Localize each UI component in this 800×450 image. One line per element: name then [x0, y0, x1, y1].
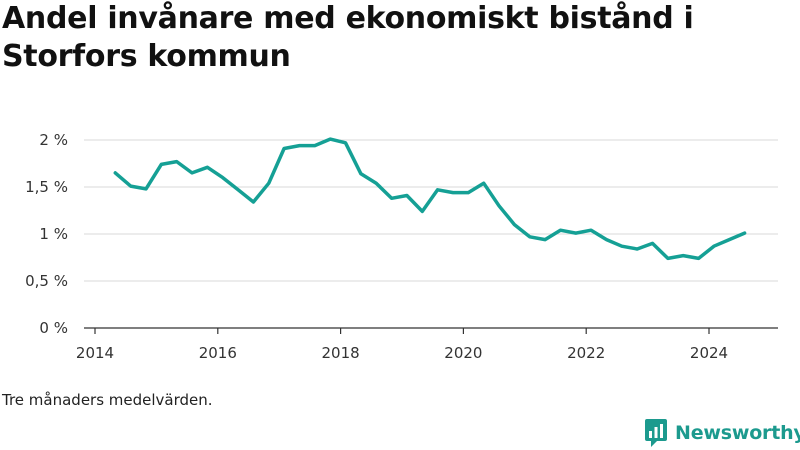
chart-title: Andel invånare med ekonomiskt bistånd i … — [2, 1, 694, 74]
series-layer — [113, 137, 747, 261]
gridlines — [84, 139, 778, 282]
chart-footnote: Tre månaders medelvärden. — [2, 391, 213, 409]
x-tick-label: 2022 — [567, 344, 605, 362]
y-tick-label: 1,5 % — [25, 178, 68, 196]
x-axis: 2014 2016 2018 2020 2022 2024 — [76, 327, 778, 362]
y-tick-label: 0 % — [39, 319, 68, 337]
x-tick-label: 2014 — [76, 344, 114, 362]
x-tick-label: 2016 — [199, 344, 237, 362]
x-tick-label: 2024 — [690, 344, 728, 362]
series-line — [113, 137, 747, 261]
y-tick-label: 0,5 % — [25, 272, 68, 290]
brand-name: Newsworthy — [675, 422, 800, 444]
brand-logo: Newsworthy — [645, 418, 800, 448]
y-axis-tick-labels: 0 % 0,5 % 1 % 1,5 % 2 % — [25, 131, 68, 337]
y-tick-label: 2 % — [39, 131, 68, 149]
y-tick-label: 1 % — [39, 225, 68, 243]
x-tick-label: 2018 — [322, 344, 360, 362]
x-tick-label: 2020 — [444, 344, 482, 362]
line-chart: 0 % 0,5 % 1 % 1,5 % 2 % 2014 2016 2018 2020 2022… — [25, 131, 778, 362]
newsworthy-logo-icon — [645, 419, 667, 447]
